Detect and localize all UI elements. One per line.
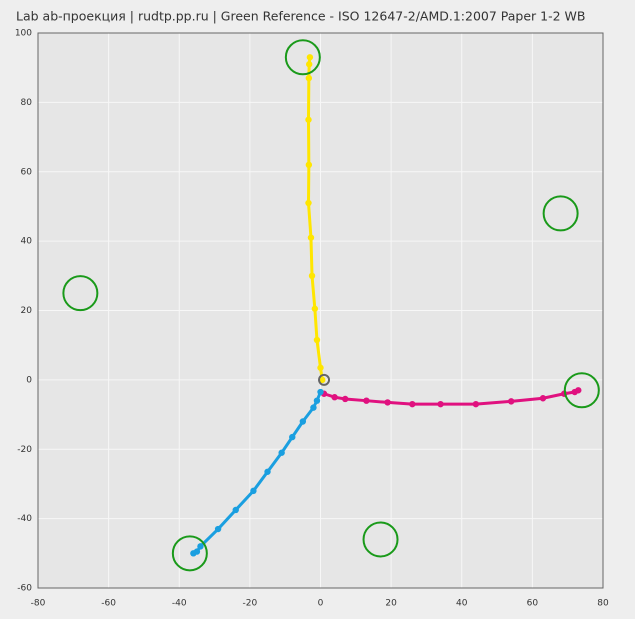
reference-ring bbox=[171, 535, 208, 572]
point bbox=[308, 272, 316, 280]
x-tick-label: 20 bbox=[385, 599, 397, 609]
point bbox=[232, 506, 239, 514]
point bbox=[306, 54, 314, 61]
point bbox=[311, 305, 319, 312]
reference-ring bbox=[542, 195, 579, 232]
point bbox=[190, 550, 197, 557]
point bbox=[331, 394, 338, 401]
point bbox=[539, 395, 547, 402]
point bbox=[305, 74, 313, 82]
x-tick-label: -80 bbox=[31, 599, 46, 609]
point bbox=[317, 364, 324, 371]
point bbox=[250, 487, 257, 495]
y-tick-label: 0 bbox=[26, 375, 32, 385]
point bbox=[363, 397, 370, 404]
x-tick-label: 80 bbox=[597, 599, 609, 609]
point bbox=[384, 399, 391, 406]
reference-ring bbox=[362, 521, 399, 558]
reference-ring bbox=[62, 275, 99, 312]
point bbox=[264, 468, 271, 475]
y-tick-label: -60 bbox=[17, 584, 32, 594]
x-tick-label: 0 bbox=[318, 599, 324, 609]
y-tick-label: 60 bbox=[21, 167, 33, 177]
x-tick-label: 60 bbox=[527, 599, 539, 609]
point bbox=[317, 388, 324, 396]
reference-ring bbox=[284, 39, 321, 76]
point bbox=[278, 449, 285, 456]
x-tick-label: 40 bbox=[456, 599, 468, 609]
point bbox=[437, 400, 444, 408]
y-tick-label: 100 bbox=[15, 29, 32, 39]
point bbox=[307, 234, 315, 241]
point bbox=[306, 61, 313, 68]
point bbox=[472, 400, 480, 408]
point bbox=[289, 433, 296, 441]
x-tick-label: -40 bbox=[172, 599, 187, 609]
point bbox=[299, 418, 307, 425]
point bbox=[305, 116, 312, 123]
point bbox=[214, 525, 222, 533]
point bbox=[507, 398, 515, 405]
y-tick-label: -40 bbox=[17, 514, 32, 524]
point bbox=[197, 543, 204, 550]
point bbox=[310, 404, 317, 411]
point bbox=[313, 336, 321, 344]
reference-ring bbox=[563, 372, 600, 409]
chart-title: Lab ab-проекция | rudtp.pp.ru | Green Re… bbox=[16, 9, 586, 24]
y-tick-label: 20 bbox=[21, 306, 33, 316]
point bbox=[305, 199, 312, 207]
point bbox=[305, 161, 313, 169]
point bbox=[575, 387, 582, 394]
reference-ring bbox=[318, 373, 331, 386]
x-tick-label: -20 bbox=[243, 599, 258, 609]
point bbox=[313, 397, 321, 404]
point bbox=[319, 376, 326, 384]
y-tick-label: 80 bbox=[21, 98, 33, 108]
point bbox=[342, 395, 349, 403]
point bbox=[409, 400, 416, 408]
plot-border bbox=[37, 32, 604, 589]
x-tick-label: -60 bbox=[101, 599, 116, 609]
y-tick-label: -20 bbox=[17, 445, 32, 455]
y-tick-label: 40 bbox=[21, 237, 33, 247]
